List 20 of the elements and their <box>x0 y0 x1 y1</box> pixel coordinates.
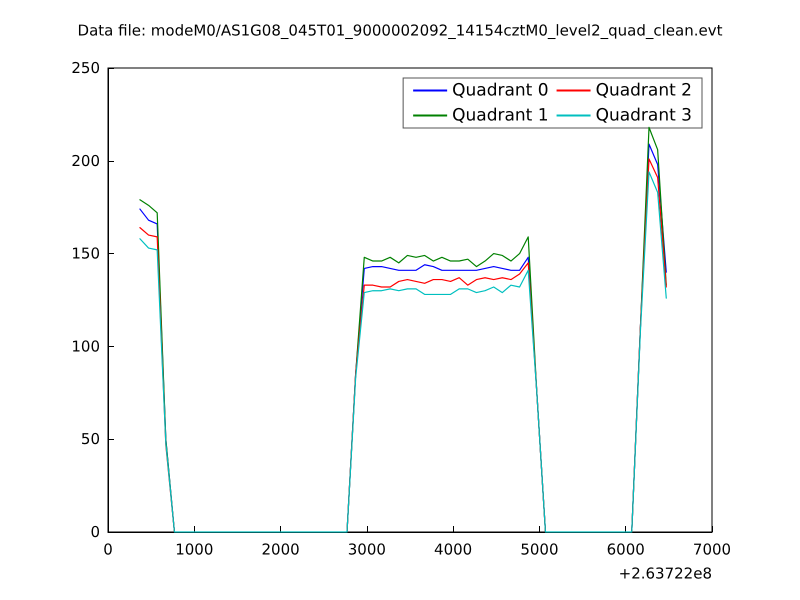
y-tick-label: 200 <box>71 152 100 170</box>
x-tick-label: 7000 <box>692 540 732 558</box>
y-tick-label: 50 <box>80 430 100 448</box>
legend-label: Quadrant 1 <box>452 106 549 126</box>
legend-label: Quadrant 3 <box>596 106 692 126</box>
y-tick-label: 250 <box>71 59 100 77</box>
y-tick-label: 150 <box>71 244 100 263</box>
x-tick-label: 5000 <box>520 540 559 558</box>
legend-label: Quadrant 2 <box>596 80 692 100</box>
x-tick-label: 4000 <box>434 540 472 558</box>
legend-label: Quadrant 0 <box>452 80 549 100</box>
y-tick-label: 100 <box>71 337 100 356</box>
x-tick-label: 1000 <box>175 540 214 558</box>
x-tick-label: 2000 <box>261 540 300 558</box>
x-tick-label: 6000 <box>606 540 645 558</box>
text: +2.63722e8 <box>618 564 712 582</box>
x-tick-label: 3000 <box>348 540 386 558</box>
x-tick-label: 0 <box>103 540 113 558</box>
y-tick-label: 0 <box>90 523 100 541</box>
chart-title: Data file: modeM0/AS1G08_045T01_9000002092_14154cztM0_level2_quad_clean.evt <box>78 22 723 40</box>
